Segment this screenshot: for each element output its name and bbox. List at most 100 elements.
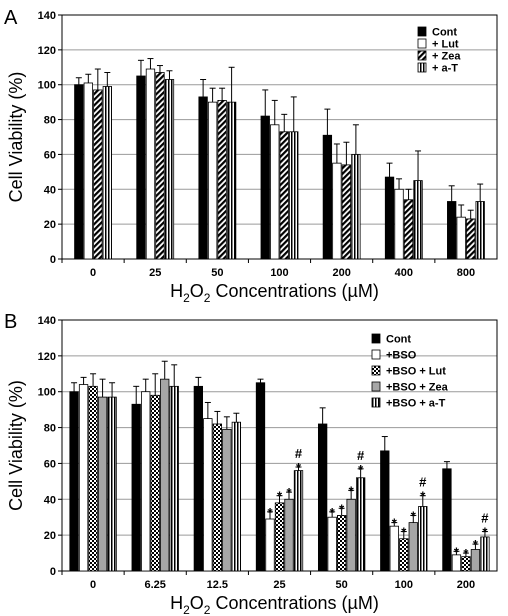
bar bbox=[274, 502, 285, 572]
y-axis-title: Cell Viability (%) bbox=[6, 72, 26, 203]
y-axis-title: Cell Viability (%) bbox=[6, 380, 26, 511]
bar bbox=[399, 538, 409, 572]
legend-swatch bbox=[417, 38, 427, 49]
x-tick-label: 6.25 bbox=[145, 579, 166, 591]
legend-label: +BSO + Lut bbox=[386, 366, 446, 378]
y-tick-label: 140 bbox=[38, 315, 56, 327]
y-tick-label: 80 bbox=[44, 423, 56, 435]
x-tick-label: 100 bbox=[395, 579, 413, 591]
x-axis-title-part: 2 bbox=[204, 603, 211, 616]
bar bbox=[327, 516, 337, 572]
bar bbox=[442, 468, 452, 572]
bar bbox=[69, 391, 79, 572]
bar bbox=[164, 79, 175, 260]
significance-hash: # bbox=[419, 475, 427, 490]
bar bbox=[265, 518, 275, 572]
y-tick-label: 0 bbox=[50, 254, 56, 266]
significance-hash: # bbox=[295, 446, 303, 461]
legend-swatch bbox=[417, 50, 427, 61]
x-tick-label: 25 bbox=[273, 579, 285, 591]
x-axis-title-part: H bbox=[170, 593, 183, 613]
x-axis-title-part: 2 bbox=[183, 603, 190, 616]
bar bbox=[150, 394, 160, 572]
legend-label: + a-T bbox=[432, 63, 458, 75]
bar bbox=[418, 506, 428, 572]
x-axis-title-part: 2 bbox=[183, 291, 190, 305]
significance-hash: # bbox=[481, 511, 489, 526]
bar bbox=[203, 418, 213, 572]
legend-label: + Zea bbox=[432, 51, 461, 63]
bar bbox=[355, 477, 366, 572]
significance-star: * bbox=[411, 508, 417, 523]
y-tick-label: 40 bbox=[44, 184, 56, 196]
x-axis-title-part: O bbox=[190, 281, 204, 301]
x-tick-label: 50 bbox=[211, 267, 223, 279]
x-axis-title: H2O2 Concentrations (µM) bbox=[170, 593, 379, 616]
x-tick-label: 800 bbox=[457, 267, 475, 279]
legend-label: Cont bbox=[386, 334, 411, 346]
bar bbox=[212, 423, 223, 572]
bar bbox=[255, 382, 266, 572]
bar bbox=[260, 115, 270, 260]
bar bbox=[470, 549, 481, 572]
y-tick-label: 100 bbox=[38, 387, 56, 399]
bar bbox=[413, 180, 423, 260]
x-tick-label: 400 bbox=[395, 267, 413, 279]
y-tick-label: 0 bbox=[50, 566, 56, 578]
significance-star: * bbox=[454, 544, 460, 559]
bar bbox=[346, 498, 356, 572]
bar bbox=[169, 385, 179, 572]
bar bbox=[160, 378, 170, 572]
x-axis-title: H2O2 Concentrations (µM) bbox=[170, 281, 379, 305]
plot-frame bbox=[61, 14, 498, 260]
legend-label: +BSO bbox=[386, 350, 417, 362]
y-tick-label: 20 bbox=[44, 530, 56, 542]
y-tick-label: 120 bbox=[38, 351, 56, 363]
bar bbox=[380, 450, 390, 572]
bar bbox=[217, 100, 227, 260]
bar bbox=[284, 498, 294, 572]
bar bbox=[341, 164, 352, 260]
bar bbox=[384, 176, 395, 260]
x-axis-title-part: H bbox=[170, 281, 183, 301]
bar bbox=[351, 154, 361, 260]
bar bbox=[475, 201, 485, 260]
bar bbox=[480, 536, 490, 572]
legend-swatch bbox=[371, 365, 381, 376]
bar bbox=[317, 423, 328, 572]
x-tick-label: 25 bbox=[149, 267, 161, 279]
x-axis-title-part: Concentrations (µM) bbox=[210, 593, 378, 613]
x-tick-label: 0 bbox=[90, 267, 96, 279]
significance-star: * bbox=[349, 483, 355, 498]
legend-label: +BSO + Zea bbox=[386, 382, 449, 394]
bar bbox=[336, 515, 347, 572]
x-axis-title-part: Concentrations (µM) bbox=[210, 281, 378, 301]
bar bbox=[155, 72, 165, 260]
bar bbox=[83, 82, 93, 260]
significance-star: * bbox=[420, 489, 426, 504]
legend: Cont +BSO +BSO + Lut +BSO + Zea +BSO + a-T bbox=[371, 334, 449, 410]
bar bbox=[198, 96, 208, 260]
bar bbox=[279, 131, 289, 260]
y-tick-label: 60 bbox=[44, 149, 56, 161]
y-tick-label: 20 bbox=[44, 219, 56, 231]
legend-swatch bbox=[417, 26, 427, 37]
significance-star: * bbox=[267, 505, 273, 520]
bar bbox=[231, 421, 242, 572]
significance-star: * bbox=[482, 525, 488, 540]
legend-swatch bbox=[371, 397, 381, 408]
significance-star: * bbox=[277, 489, 283, 504]
bar bbox=[107, 396, 117, 572]
x-tick-label: 100 bbox=[270, 267, 288, 279]
significance-star: * bbox=[463, 546, 469, 561]
bar bbox=[193, 385, 204, 572]
bar bbox=[136, 75, 146, 260]
bar bbox=[222, 428, 232, 572]
bar bbox=[447, 201, 457, 260]
bar bbox=[408, 522, 418, 572]
panel-b-chart: B 0 20 40 60 80 100 120 140 Cell Viability (%) 0 6.… bbox=[4, 311, 498, 616]
significance-star: * bbox=[339, 501, 345, 516]
significance-star: * bbox=[330, 505, 336, 520]
